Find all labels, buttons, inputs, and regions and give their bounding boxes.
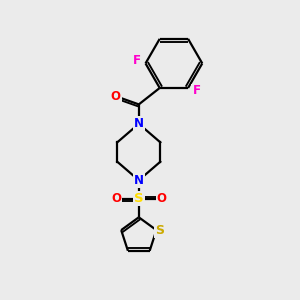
Text: O: O <box>111 90 121 103</box>
Text: S: S <box>155 224 164 237</box>
Text: N: N <box>134 174 144 187</box>
Text: O: O <box>111 192 121 205</box>
Text: F: F <box>133 54 141 67</box>
Text: S: S <box>134 192 144 205</box>
Text: F: F <box>192 85 200 98</box>
Text: N: N <box>134 117 144 130</box>
Text: O: O <box>157 192 166 205</box>
